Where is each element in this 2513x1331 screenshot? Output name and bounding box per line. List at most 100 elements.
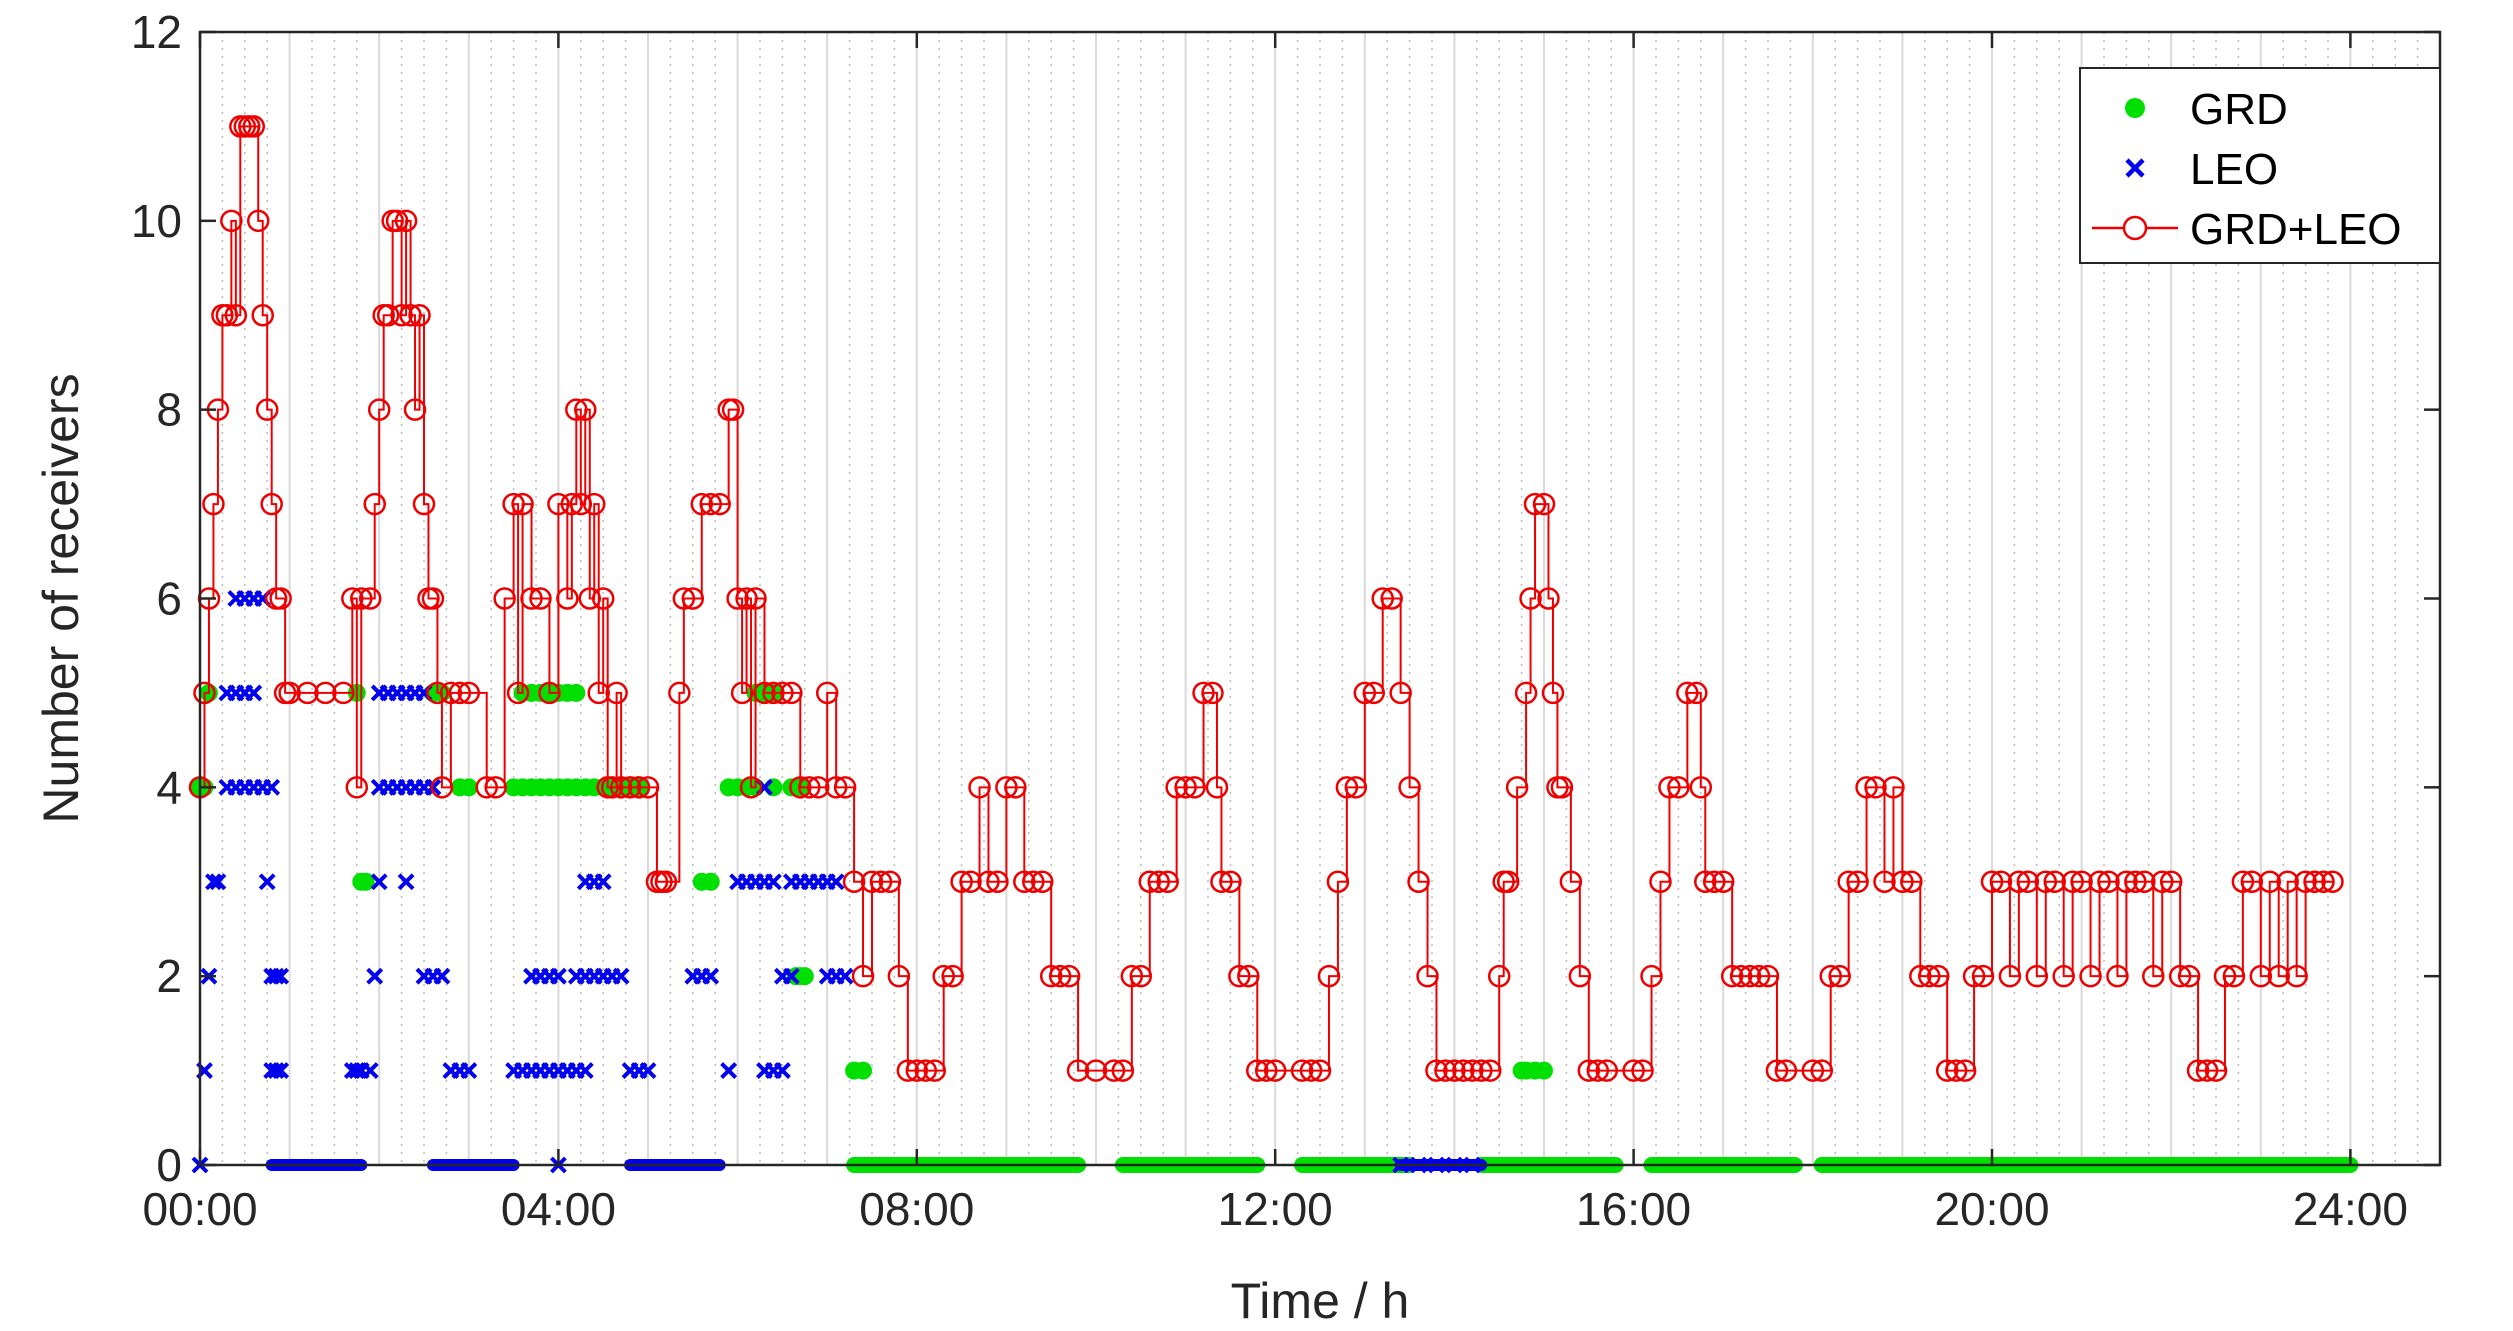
grd-leo-point bbox=[215, 304, 239, 327]
legend: GRD LEO GRD+LEO bbox=[2079, 67, 2441, 264]
grd-leo-point bbox=[735, 587, 758, 610]
y-axis-label: Number of receivers bbox=[33, 373, 89, 823]
grd-leo-point bbox=[2150, 870, 2174, 893]
leo-point bbox=[267, 1062, 285, 1079]
grd-leo-point bbox=[1362, 681, 1386, 705]
leo-point bbox=[460, 1062, 478, 1079]
major-grid bbox=[199, 32, 2441, 1165]
grd-leo-point bbox=[1326, 870, 1350, 893]
grd-leo-point bbox=[565, 398, 588, 421]
grd-leo-point bbox=[1228, 964, 1251, 988]
grd-leo-point bbox=[1022, 870, 1045, 893]
axis-ticks bbox=[198, 30, 2440, 1167]
grd-leo-point bbox=[869, 870, 893, 893]
grd-leo-point bbox=[574, 398, 597, 421]
grd-leo-point bbox=[2222, 964, 2246, 988]
grd-leo-point bbox=[932, 964, 955, 988]
grd-leo-point bbox=[582, 492, 606, 516]
grd-leo-point bbox=[2186, 1059, 2210, 1082]
grd-leo-point bbox=[1434, 1059, 1457, 1082]
legend-leo-marker bbox=[2125, 158, 2145, 178]
grd-leo-point bbox=[699, 492, 722, 516]
grd-leo-point bbox=[1595, 1059, 1618, 1082]
grd-leo-point bbox=[1299, 1059, 1323, 1082]
grd-leo-point bbox=[1205, 776, 1229, 799]
grd-leo-point bbox=[905, 1059, 929, 1082]
grd-leo-point bbox=[385, 209, 409, 233]
grd-leo-point bbox=[412, 492, 436, 516]
grd-leo-point bbox=[1505, 776, 1529, 799]
grd-leo-point bbox=[430, 776, 454, 799]
x-tick-label: 00:00 bbox=[142, 1183, 257, 1235]
grd-leo-point bbox=[1398, 776, 1421, 799]
grd-leo-point bbox=[403, 398, 427, 421]
grd-leo-point bbox=[1380, 587, 1403, 610]
grd-leo-point bbox=[547, 492, 570, 516]
grd-leo-point bbox=[556, 587, 579, 610]
grd-leo-point bbox=[506, 681, 530, 705]
grd-leo-point bbox=[1519, 587, 1542, 610]
grd-leo-point bbox=[1873, 870, 1896, 893]
grd-leo-point bbox=[1389, 681, 1412, 705]
grd-leo-point bbox=[2249, 964, 2273, 988]
grd-leo-point bbox=[681, 587, 705, 610]
leo-point bbox=[639, 1062, 657, 1079]
grd-leo-point bbox=[2115, 870, 2138, 893]
grd-leo-point bbox=[1452, 1059, 1475, 1082]
grd-leo-point bbox=[950, 870, 973, 893]
leo-point bbox=[720, 1062, 738, 1079]
grd-leo-point bbox=[2097, 870, 2120, 893]
grd-leo-point bbox=[1254, 1059, 1278, 1082]
grd-leo-point bbox=[246, 209, 270, 233]
legend-grd-label: GRD bbox=[2190, 85, 2288, 134]
grd-leo-point bbox=[193, 681, 216, 705]
leo-point bbox=[245, 684, 263, 702]
grd-leo-point bbox=[1210, 870, 1233, 893]
grd-leo-point bbox=[1720, 964, 1744, 988]
grd-leo-point bbox=[520, 587, 543, 610]
grd-leo-point bbox=[1425, 1059, 1448, 1082]
grd-leo-point bbox=[605, 681, 628, 705]
grd-leo-point bbox=[1156, 870, 1179, 893]
grd-leo-point bbox=[2025, 964, 2049, 988]
grd-leo-point bbox=[1237, 964, 1260, 988]
grd-leo-point bbox=[798, 776, 821, 799]
grd-leo-point bbox=[2079, 964, 2102, 988]
grd-leo-point bbox=[995, 776, 1018, 799]
grd-leo-point bbox=[986, 870, 1009, 893]
grd-leo-point bbox=[2294, 870, 2317, 893]
grd-leo-point bbox=[1953, 1059, 1977, 1082]
grd-leo-point bbox=[1667, 776, 1690, 799]
grd-leo-point bbox=[1013, 870, 1036, 893]
grd-leo-point bbox=[2177, 964, 2201, 988]
grd-leo-point bbox=[2070, 870, 2093, 893]
legend-leo-label: LEO bbox=[2190, 145, 2278, 194]
grd-leo-point bbox=[1855, 776, 1878, 799]
y-tick-label: 10 bbox=[131, 195, 182, 247]
leo-point bbox=[397, 873, 415, 891]
x-tick-label: 08:00 bbox=[859, 1183, 974, 1235]
grd-leo-point bbox=[618, 776, 642, 799]
grd-leo-point bbox=[1030, 870, 1054, 893]
leo-point bbox=[263, 778, 281, 796]
leo-point bbox=[827, 873, 845, 891]
y-tick-label: 2 bbox=[156, 950, 182, 1002]
grd-leo-point bbox=[1694, 870, 1717, 893]
grd-leo-point bbox=[341, 587, 364, 610]
grd-leo-point bbox=[2043, 870, 2066, 893]
grd-leo-point bbox=[1120, 964, 1144, 988]
grd-leo-point bbox=[421, 587, 445, 610]
grd-leo-point bbox=[255, 398, 279, 421]
grd-point bbox=[854, 1061, 873, 1080]
grd-leo-point bbox=[502, 492, 525, 516]
grd-leo-point bbox=[1676, 681, 1699, 705]
grd-leo-point bbox=[332, 681, 355, 705]
grd-leo-point bbox=[350, 587, 373, 610]
leo-point bbox=[258, 873, 276, 891]
grd-leo-point bbox=[1487, 964, 1511, 988]
grd-leo-point bbox=[2204, 1059, 2228, 1082]
grd-leo-point bbox=[1443, 1059, 1466, 1082]
grd-leo-point bbox=[1461, 1059, 1484, 1082]
grd-leo-point bbox=[578, 587, 602, 610]
